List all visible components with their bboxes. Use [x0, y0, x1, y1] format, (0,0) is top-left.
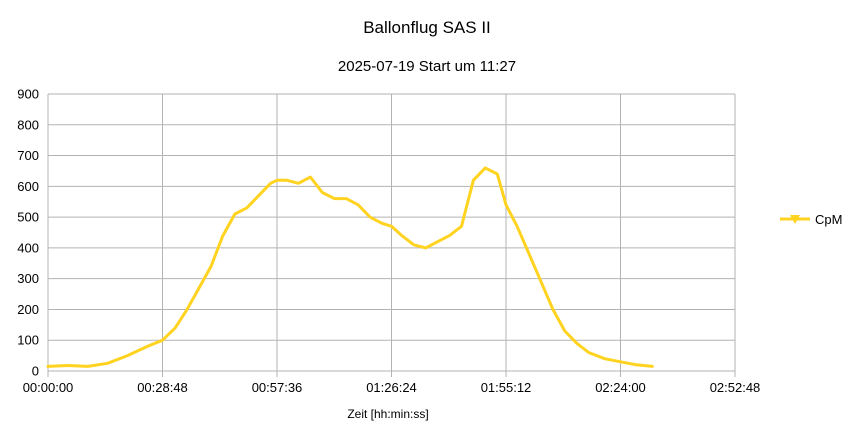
x-tick-label: 02:52:48 — [710, 380, 761, 395]
y-tick-label: 400 — [17, 240, 39, 255]
y-tick-label: 500 — [17, 210, 39, 225]
x-tick-label: 00:57:36 — [252, 380, 303, 395]
y-tick-label: 700 — [17, 148, 39, 163]
x-tick-label: 00:28:48 — [137, 380, 188, 395]
legend: CpM — [780, 212, 842, 227]
series-line-cpm — [46, 166, 654, 368]
chart-subtitle: 2025-07-19 Start um 11:27 — [338, 58, 516, 75]
y-tick-label: 300 — [17, 271, 39, 286]
x-tick-label: 01:26:24 — [366, 380, 417, 395]
grid — [47, 93, 736, 377]
chart-title: Ballonflug SAS II — [363, 18, 491, 37]
tick-labels: 0 100 200 300 400 500 600 700 800 900 00:00:00 00:2… — [17, 87, 760, 396]
y-tick-label: 100 — [17, 333, 39, 348]
x-tick-label: 01:55:12 — [481, 380, 532, 395]
legend-marker — [790, 215, 800, 224]
y-tick-label: 600 — [17, 179, 39, 194]
y-tick-label: 0 — [32, 364, 39, 379]
series-layer — [46, 166, 654, 368]
y-tick-label: 200 — [17, 302, 39, 317]
y-tick-label: 800 — [17, 117, 39, 132]
legend-label: CpM — [815, 212, 842, 227]
x-tick-label: 02:24:00 — [595, 380, 646, 395]
x-tick-label: 00:00:00 — [23, 380, 74, 395]
x-axis-title: Zeit [hh:min:ss] — [347, 407, 428, 421]
y-tick-label: 900 — [17, 87, 39, 102]
